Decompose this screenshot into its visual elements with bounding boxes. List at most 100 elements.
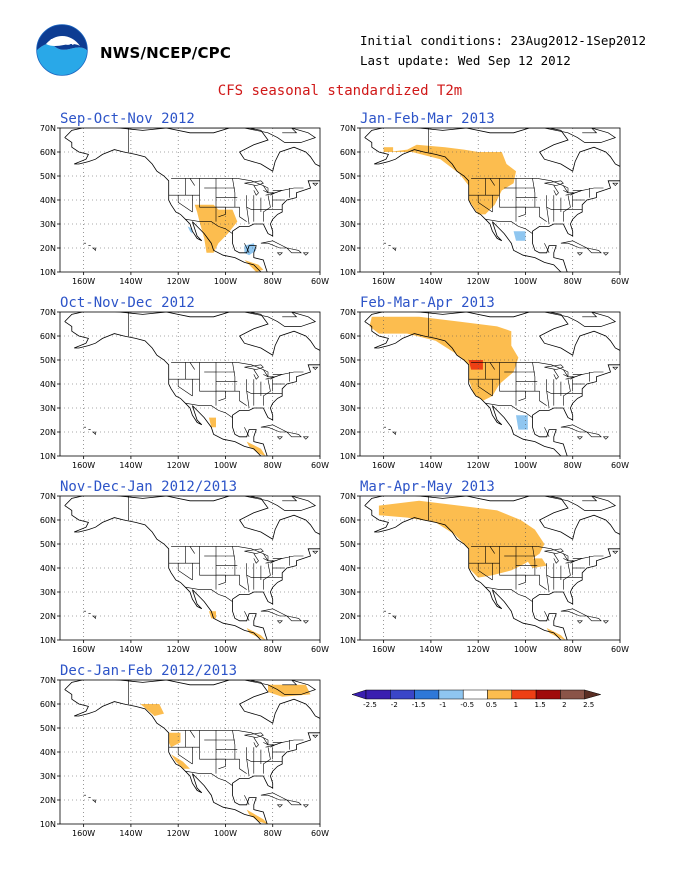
border-line bbox=[216, 206, 226, 218]
border-line bbox=[189, 546, 195, 554]
border-line bbox=[232, 362, 236, 392]
border-line bbox=[263, 195, 271, 222]
anomaly-shade bbox=[140, 704, 164, 716]
great-lake bbox=[253, 185, 259, 196]
lat-label: 60N bbox=[340, 332, 356, 341]
border-line bbox=[544, 243, 550, 253]
lat-label: 30N bbox=[340, 220, 356, 229]
lat-label: 50N bbox=[340, 356, 356, 365]
lat-label: 40N bbox=[40, 196, 56, 205]
lat-label: 50N bbox=[40, 724, 56, 733]
lon-label: 80W bbox=[264, 829, 282, 838]
border-line bbox=[246, 759, 250, 777]
arctic-coastline bbox=[572, 128, 598, 134]
main-title: CFS seasonal standardized T2m bbox=[217, 83, 463, 99]
border-line bbox=[544, 427, 550, 437]
great-lake bbox=[263, 185, 269, 194]
island bbox=[276, 252, 283, 256]
lat-label: 20N bbox=[40, 244, 56, 253]
arctic-coastline bbox=[182, 680, 317, 695]
lon-label: 120W bbox=[467, 461, 490, 470]
great-lake bbox=[272, 742, 283, 746]
lat-label: 10N bbox=[40, 636, 56, 645]
arctic-coastline bbox=[482, 496, 617, 511]
map-panel-jfm: 70N 60N 50N 40N 30N 20N 10N 160W 140W 120W 100W 80W… bbox=[340, 124, 629, 286]
panel-title-fma: Feb-Mar-Apr 2013 bbox=[360, 295, 495, 311]
border-line bbox=[489, 178, 495, 186]
arctic-coastline bbox=[182, 496, 317, 511]
svg-text:NOAA: NOAA bbox=[50, 38, 74, 47]
island bbox=[92, 615, 96, 620]
lon-label: 60W bbox=[311, 829, 329, 838]
border-line bbox=[216, 574, 226, 586]
island bbox=[92, 431, 96, 436]
lon-label: 140W bbox=[419, 461, 442, 470]
great-lake bbox=[544, 364, 564, 370]
lat-label: 30N bbox=[340, 588, 356, 597]
lon-label: 120W bbox=[167, 645, 190, 654]
lon-label: 100W bbox=[514, 461, 537, 470]
lon-label: 100W bbox=[214, 829, 237, 838]
map-content bbox=[360, 312, 620, 456]
border-line bbox=[244, 427, 250, 437]
coastline bbox=[64, 128, 320, 272]
map-content bbox=[60, 312, 320, 456]
island bbox=[312, 366, 319, 371]
lat-label: 20N bbox=[340, 612, 356, 621]
lon-label: 160W bbox=[372, 461, 395, 470]
border-line bbox=[189, 178, 195, 186]
noaa-logo-icon: NOAA bbox=[36, 24, 88, 76]
border-line bbox=[485, 586, 533, 602]
lat-label: 70N bbox=[340, 492, 356, 501]
panel-title-ndj: Nov-Dec-Jan 2012/2013 bbox=[60, 479, 238, 495]
border-line bbox=[263, 563, 271, 590]
lon-label: 100W bbox=[214, 277, 237, 286]
panel-title-mam: Mar-Apr-May 2013 bbox=[360, 479, 495, 495]
border-line bbox=[239, 575, 247, 590]
great-lake bbox=[553, 185, 559, 196]
border-line bbox=[539, 391, 547, 406]
coastline bbox=[364, 128, 620, 272]
great-lake bbox=[544, 548, 564, 554]
border-line bbox=[546, 379, 583, 394]
colorbar-swatch bbox=[365, 689, 391, 700]
great-lake bbox=[272, 190, 283, 194]
great-lake bbox=[572, 374, 583, 378]
border-line bbox=[185, 586, 233, 602]
map-content bbox=[360, 496, 620, 640]
lon-label: 160W bbox=[72, 829, 95, 838]
great-lake bbox=[563, 185, 569, 194]
panel-title-ond: Oct-Nov-Dec 2012 bbox=[60, 295, 195, 311]
last-update-text: Last update: Wed Sep 12 2012 bbox=[360, 53, 571, 68]
colorbar-arrow-left bbox=[351, 689, 367, 700]
great-lake bbox=[244, 180, 264, 186]
arctic-coastline bbox=[272, 496, 298, 502]
lat-label: 60N bbox=[340, 516, 356, 525]
lon-label: 140W bbox=[119, 277, 142, 286]
colorbar-swatch bbox=[487, 689, 513, 700]
colorbar-label: 1 bbox=[514, 701, 518, 709]
border-line bbox=[216, 758, 226, 770]
island bbox=[302, 804, 309, 808]
border-line bbox=[489, 546, 495, 554]
island bbox=[586, 247, 602, 254]
border-line bbox=[185, 218, 233, 234]
arctic-coastline bbox=[182, 312, 317, 327]
great-lake bbox=[263, 553, 269, 562]
border-line bbox=[246, 379, 283, 394]
island bbox=[576, 252, 583, 256]
lon-label: 120W bbox=[167, 461, 190, 470]
border-line bbox=[489, 362, 495, 370]
anomaly-shade bbox=[168, 732, 181, 748]
lat-label: 50N bbox=[340, 540, 356, 549]
map-content bbox=[60, 128, 320, 272]
border-line bbox=[546, 563, 583, 578]
lon-label: 60W bbox=[311, 277, 329, 286]
map-content bbox=[60, 496, 320, 640]
border-line bbox=[563, 563, 571, 590]
lon-label: 140W bbox=[419, 277, 442, 286]
lat-label: 40N bbox=[40, 380, 56, 389]
arctic-coastline bbox=[572, 496, 598, 502]
border-line bbox=[244, 611, 250, 621]
colorbar-swatch bbox=[414, 689, 440, 700]
